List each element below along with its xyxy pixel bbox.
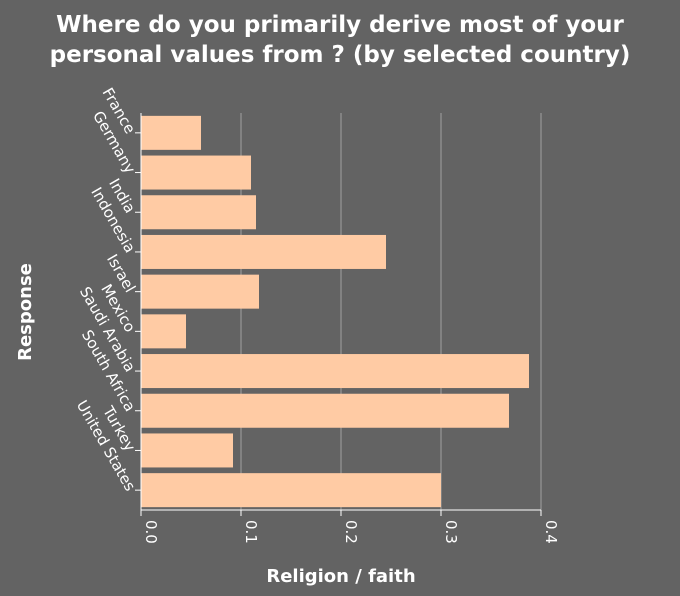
x-tick-label-0: 0.0 [142, 520, 160, 544]
y-axis-label: Response [15, 263, 36, 361]
bar-germany [141, 155, 251, 190]
x-axis-label: Religion / faith [266, 566, 415, 587]
bar-israel [141, 274, 259, 309]
axes [135, 113, 542, 516]
y-tick-labels: FranceGermanyIndiaIndonesiaIsraelMexicoS… [73, 85, 139, 495]
bar-india [141, 195, 256, 230]
bars [141, 115, 529, 508]
chart-title-line-2: personal values from ? (by selected coun… [50, 42, 631, 68]
bar-south-africa [141, 393, 509, 428]
bar-united-states [141, 473, 441, 508]
x-tick-label-4: 0.4 [542, 520, 560, 544]
bar-indonesia [141, 234, 386, 269]
x-tick-label-1: 0.1 [242, 520, 260, 544]
x-tick-label-2: 0.2 [342, 520, 360, 544]
bar-turkey [141, 433, 233, 468]
grid-lines [240, 113, 542, 510]
x-tick-labels: 0.0 0.1 0.2 0.3 0.4 [142, 520, 560, 544]
chart-title-line-1: Where do you primarily derive most of yo… [56, 12, 624, 38]
bar-mexico [141, 314, 186, 349]
bar-saudi-arabia [141, 354, 529, 389]
x-tick-label-3: 0.3 [442, 520, 460, 544]
bar-france [141, 115, 201, 150]
